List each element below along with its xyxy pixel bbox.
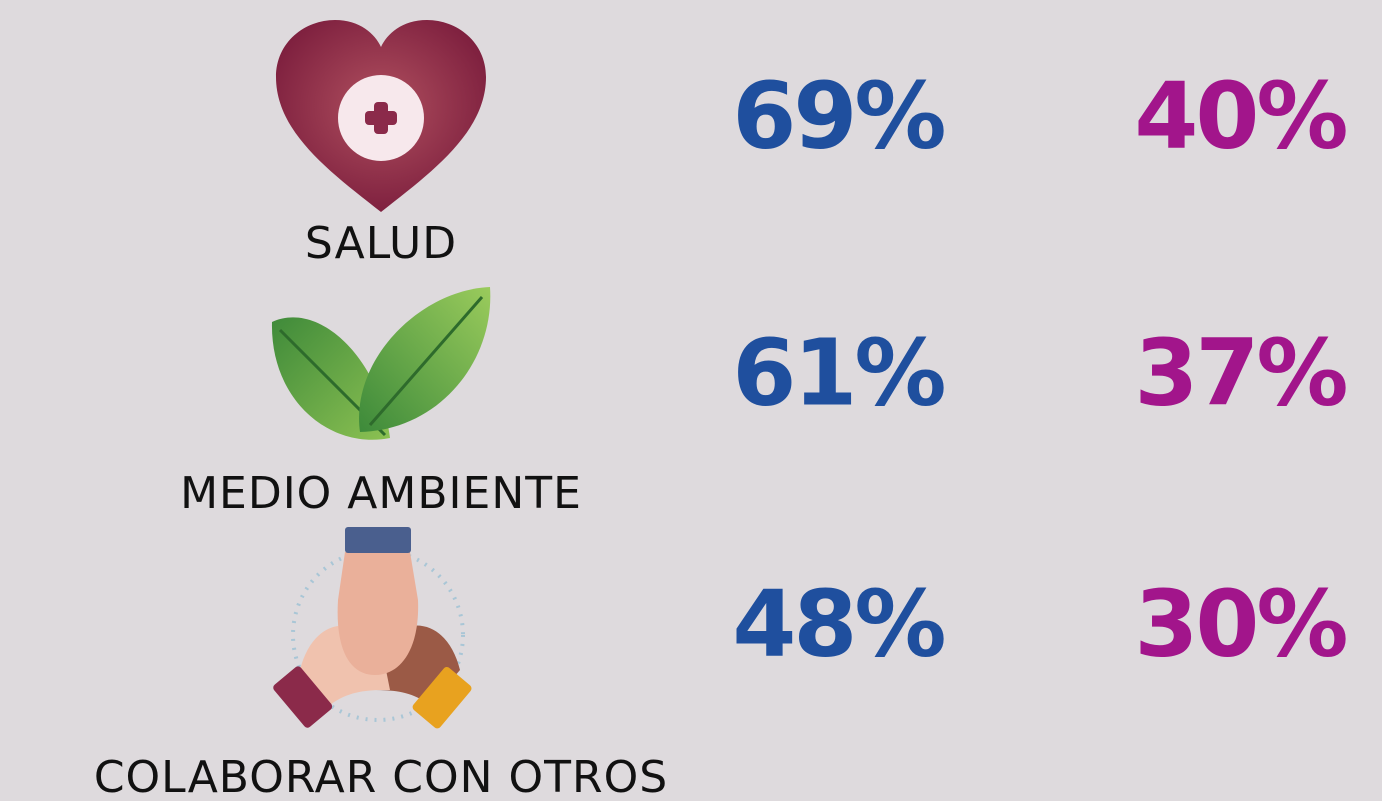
heart-icon	[276, 20, 486, 212]
category-label: MEDIO AMBIENTE	[180, 468, 582, 519]
category-label: SALUD	[305, 218, 457, 269]
percentage: 30%	[1134, 570, 1346, 677]
percentage: 37%	[1134, 319, 1346, 426]
percentage: 48%	[732, 570, 944, 677]
leaves-icon	[271, 287, 491, 440]
category-label: COLABORAR CON OTROS	[94, 752, 668, 801]
percentage: 69%	[732, 62, 944, 169]
percentage: 40%	[1134, 62, 1346, 169]
hands-icon	[273, 527, 472, 729]
percentage: 61%	[732, 319, 944, 426]
